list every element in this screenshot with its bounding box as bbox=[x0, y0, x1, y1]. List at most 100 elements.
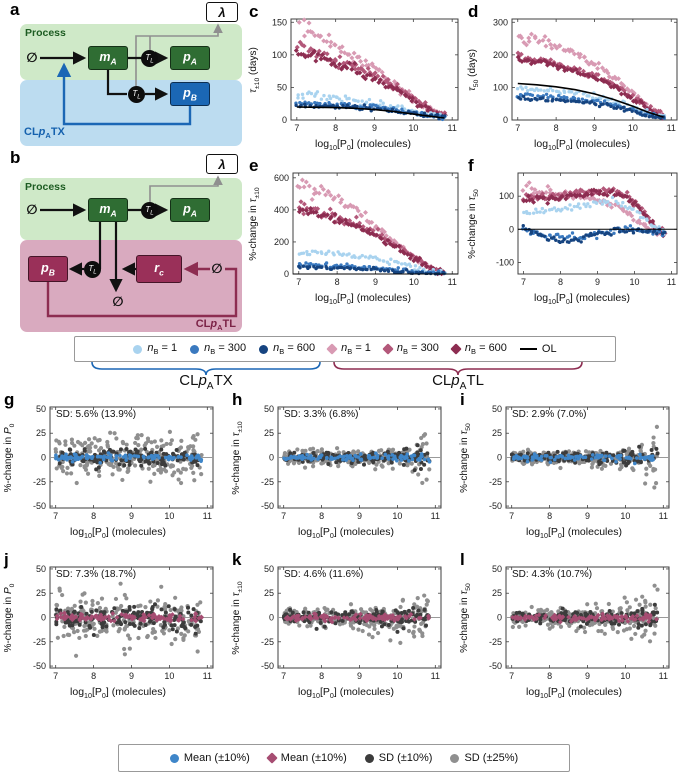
svg-text:-25: -25 bbox=[489, 477, 502, 487]
svg-text:7: 7 bbox=[296, 277, 301, 287]
y-axis-label: %-change in P0 bbox=[3, 423, 16, 493]
panel-k: k %-change in τ±10 7 8 9 10 11 -50 -25 0 25 50 SD… bbox=[230, 550, 452, 708]
svg-text:7: 7 bbox=[281, 671, 286, 681]
diamond-marker-icon bbox=[382, 343, 394, 355]
sd-annotation: SD: 5.6% (13.9%) bbox=[56, 409, 137, 420]
svg-text:7: 7 bbox=[509, 671, 514, 681]
x-axis-label: log10[P0] (molecules) bbox=[534, 138, 630, 153]
plot-f: 7 8 9 10 11 -100 0 100 bbox=[496, 172, 678, 287]
svg-text:-25: -25 bbox=[261, 637, 274, 647]
svg-text:25: 25 bbox=[264, 588, 274, 598]
panel-a-diagram: a Process λ ∅ mA pA TL TL pB CLpATX bbox=[8, 0, 246, 148]
mA-node: mA bbox=[88, 198, 128, 222]
plot-d: 7 8 9 10 11 0 100 200 300 bbox=[493, 17, 678, 133]
svg-text:8: 8 bbox=[319, 511, 324, 521]
rc-node: rc bbox=[136, 255, 182, 283]
svg-text:11: 11 bbox=[659, 511, 668, 521]
svg-text:-50: -50 bbox=[261, 661, 274, 671]
svg-text:25: 25 bbox=[492, 588, 502, 598]
mA-node: mA bbox=[88, 46, 128, 70]
svg-text:10: 10 bbox=[409, 277, 419, 287]
svg-text:10: 10 bbox=[408, 123, 418, 133]
panel-b-diagram: b Process λ ∅ mA pA TL pB TL rc ∅ bbox=[8, 148, 246, 338]
diamond-marker-icon bbox=[450, 343, 462, 355]
svg-text:0: 0 bbox=[269, 453, 274, 463]
svg-text:10: 10 bbox=[620, 511, 630, 521]
svg-text:11: 11 bbox=[431, 511, 440, 521]
svg-text:8: 8 bbox=[91, 511, 96, 521]
svg-text:-50: -50 bbox=[33, 661, 46, 671]
svg-text:400: 400 bbox=[274, 205, 289, 215]
svg-text:8: 8 bbox=[91, 671, 96, 681]
svg-text:11: 11 bbox=[448, 123, 457, 133]
svg-text:11: 11 bbox=[203, 671, 212, 681]
clpatx-tag: CLpATX bbox=[24, 126, 65, 141]
legend-item: nB = 600 bbox=[450, 342, 507, 356]
svg-text:10: 10 bbox=[628, 123, 638, 133]
svg-text:11: 11 bbox=[448, 277, 457, 287]
panel-d: d τ50 (days) 7 8 9 10 11 0 100 200 300 log10[P0]… bbox=[466, 2, 685, 160]
legend-item: nB = 1 bbox=[326, 342, 371, 356]
x-axis-label: log10[P0] (molecules) bbox=[526, 526, 622, 541]
clpatx-brace-label: CLpATX bbox=[179, 372, 233, 392]
svg-text:300: 300 bbox=[493, 17, 508, 27]
svg-text:50: 50 bbox=[264, 404, 274, 414]
clpatx-brace-icon bbox=[91, 361, 321, 376]
pB-node: pB bbox=[28, 256, 68, 282]
sd-annotation: SD: 2.9% (7.0%) bbox=[512, 409, 587, 420]
svg-text:200: 200 bbox=[274, 237, 289, 247]
y-axis-label: %-change in τ50 bbox=[459, 583, 472, 653]
svg-text:50: 50 bbox=[492, 404, 502, 414]
y-axis-label: τ±10 (days) bbox=[248, 47, 261, 93]
x-axis-label: log10[P0] (molecules) bbox=[70, 686, 166, 701]
svg-text:9: 9 bbox=[357, 511, 362, 521]
panel-label-g: g bbox=[4, 390, 15, 409]
svg-text:-25: -25 bbox=[33, 637, 46, 647]
panel-g: g %-change in P0 7 8 9 10 11 -50 -25 0 25 50 SD: … bbox=[2, 390, 224, 548]
panel-label-k: k bbox=[232, 550, 242, 569]
legend-item: SD (±25%) bbox=[450, 752, 518, 764]
svg-text:7: 7 bbox=[521, 277, 526, 287]
sd-annotation: SD: 7.3% (18.7%) bbox=[56, 569, 137, 580]
pB-node: pB bbox=[170, 82, 210, 106]
svg-text:50: 50 bbox=[277, 82, 287, 92]
x-axis-label: log10[P0] (molecules) bbox=[70, 526, 166, 541]
panel-h: h %-change in τ±10 7 8 9 10 11 -50 -25 0 25 50 SD… bbox=[230, 390, 452, 548]
translation-node-icon: TL bbox=[128, 86, 145, 103]
svg-text:25: 25 bbox=[264, 428, 274, 438]
plot-j: 7 8 9 10 11 -50 -25 0 25 50 bbox=[33, 564, 214, 681]
svg-text:-50: -50 bbox=[489, 501, 502, 511]
svg-text:8: 8 bbox=[335, 277, 340, 287]
svg-text:-50: -50 bbox=[489, 661, 502, 671]
svg-text:8: 8 bbox=[547, 511, 552, 521]
svg-text:11: 11 bbox=[203, 511, 212, 521]
svg-text:9: 9 bbox=[129, 671, 134, 681]
panel-label-j: j bbox=[4, 550, 9, 569]
panel-c: c τ±10 (days) 7 8 9 10 11 0 50 100 150 log10[P0]… bbox=[247, 2, 469, 160]
legend-item: OL bbox=[519, 343, 557, 355]
svg-text:11: 11 bbox=[667, 277, 676, 287]
diagram-b-arrows bbox=[40, 175, 238, 318]
svg-text:9: 9 bbox=[129, 511, 134, 521]
svg-text:100: 100 bbox=[272, 50, 287, 60]
y-axis-label: %-change in τ±10 bbox=[231, 581, 244, 655]
panel-label-d: d bbox=[468, 2, 479, 21]
svg-text:10: 10 bbox=[164, 511, 174, 521]
panel-j: j %-change in P0 7 8 9 10 11 -50 -25 0 25 50 SD: … bbox=[2, 550, 224, 708]
svg-text:0: 0 bbox=[509, 224, 514, 234]
svg-text:0: 0 bbox=[269, 613, 274, 623]
circle-marker-icon bbox=[450, 753, 460, 763]
svg-text:150: 150 bbox=[272, 17, 287, 27]
translation-node-icon: TL bbox=[84, 261, 101, 278]
svg-text:-100: -100 bbox=[496, 257, 514, 267]
x-axis-label: log10[P0] (molecules) bbox=[298, 526, 394, 541]
svg-text:11: 11 bbox=[667, 123, 676, 133]
circle-marker-icon bbox=[364, 753, 374, 763]
panel-label-f: f bbox=[468, 156, 474, 175]
y-axis-label: %-change in τ±10 bbox=[248, 187, 261, 261]
empty-set-symbol: ∅ bbox=[211, 261, 223, 276]
panel-label-i: i bbox=[460, 390, 465, 409]
x-axis-label: log10[P0] (molecules) bbox=[526, 686, 622, 701]
circle-marker-icon bbox=[190, 344, 200, 354]
